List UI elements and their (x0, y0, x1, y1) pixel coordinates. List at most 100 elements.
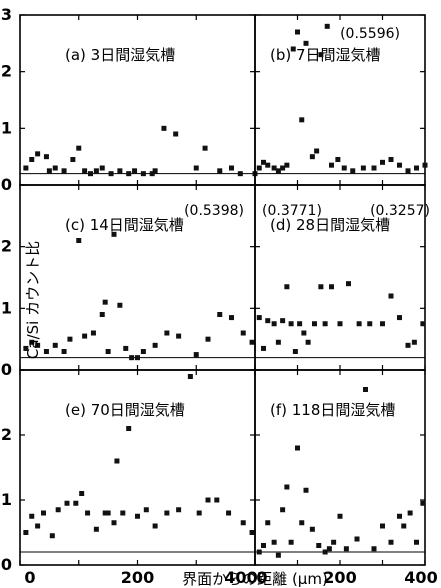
data-point (217, 312, 223, 317)
data-point (140, 171, 146, 177)
data-point (324, 23, 330, 29)
data-point (331, 539, 337, 545)
data-point (161, 125, 167, 131)
data-point (271, 165, 277, 171)
panel-a: (a) 3日間湿気槽 (19, 14, 258, 186)
data-point (414, 165, 419, 171)
data-point (256, 165, 262, 171)
data-point (73, 500, 79, 506)
data-point (299, 117, 305, 123)
data-point (111, 520, 117, 526)
data-point (309, 526, 315, 532)
data-point (275, 339, 281, 345)
data-point (35, 151, 41, 157)
data-point (397, 162, 402, 168)
data-point (67, 336, 73, 342)
data-point (280, 165, 286, 171)
data-point (135, 513, 140, 519)
data-point (318, 52, 324, 58)
data-point (79, 491, 85, 496)
data-point (202, 145, 208, 151)
data-point (292, 349, 298, 354)
data-point (229, 165, 234, 171)
data-point (288, 539, 294, 545)
data-point (290, 46, 296, 52)
data-point (93, 168, 99, 174)
data-point (265, 318, 271, 324)
data-point (380, 321, 385, 327)
data-point (140, 349, 146, 354)
data-point (61, 349, 67, 354)
data-point (176, 507, 182, 513)
data-point (261, 345, 266, 351)
data-point (135, 355, 140, 361)
x-tick-label: 400 (404, 568, 437, 587)
data-point (117, 302, 123, 308)
data-point (176, 333, 182, 339)
data-point (271, 539, 277, 545)
panel-title: (a) 3日間湿気槽 (65, 46, 175, 64)
data-point (305, 339, 311, 345)
data-point (407, 510, 413, 516)
data-point (240, 520, 246, 526)
data-point (337, 513, 343, 519)
panel-c: (c) 14日間湿気槽(0.5398) (19, 184, 256, 371)
data-point (105, 510, 111, 516)
data-point (303, 40, 309, 46)
data-point (322, 321, 328, 327)
data-point (164, 510, 170, 516)
data-point (102, 510, 108, 516)
data-point (280, 507, 286, 513)
y-tick-label: 0.1 (0, 118, 12, 137)
panel-title: (d) 28日間湿気槽 (270, 216, 390, 234)
off-scale-annotation: (0.5596) (340, 26, 400, 42)
data-point (329, 162, 334, 168)
data-point (256, 549, 262, 555)
data-point (405, 342, 411, 348)
data-point (187, 374, 193, 379)
data-point (23, 165, 29, 171)
data-point (316, 543, 322, 548)
data-point (52, 165, 58, 171)
data-point (52, 342, 58, 348)
data-point (314, 148, 320, 154)
data-point (367, 321, 373, 327)
data-point (271, 321, 277, 327)
data-point (105, 349, 111, 354)
panel-frame (19, 14, 256, 186)
data-point (237, 171, 243, 177)
data-point (414, 539, 419, 545)
data-point (329, 284, 334, 290)
data-point (309, 154, 315, 160)
data-point (420, 500, 426, 506)
data-point (205, 336, 211, 342)
data-point (341, 165, 347, 171)
data-point (143, 507, 149, 513)
data-point (280, 318, 286, 324)
data-point (284, 484, 290, 490)
data-point (132, 168, 138, 174)
data-point (388, 539, 394, 545)
data-point (284, 284, 290, 290)
off-scale-annotation: (0.5398) (184, 203, 244, 219)
panel-f: (f) 118日間湿気槽 (254, 369, 426, 566)
data-point (193, 352, 199, 358)
data-point (41, 510, 46, 516)
data-point (196, 510, 202, 516)
panels: (a) 3日間湿気槽 (b) 7日間湿気槽 (0.5596) (c) 14日間湿気槽(… (0, 5, 438, 587)
data-point (388, 293, 394, 299)
panel-title: (b) 7日間湿気槽 (270, 46, 381, 64)
data-point (55, 507, 61, 513)
data-point (265, 162, 271, 168)
data-point (343, 546, 349, 552)
data-point (102, 299, 108, 305)
data-point (422, 162, 428, 168)
data-point (240, 330, 246, 336)
data-point (297, 321, 303, 327)
data-point (397, 513, 402, 519)
panel-e: (e) 70日間湿気槽 (19, 369, 256, 566)
data-point (123, 345, 129, 351)
y-tick-label: 0.0 (0, 555, 12, 574)
data-point (114, 458, 120, 464)
